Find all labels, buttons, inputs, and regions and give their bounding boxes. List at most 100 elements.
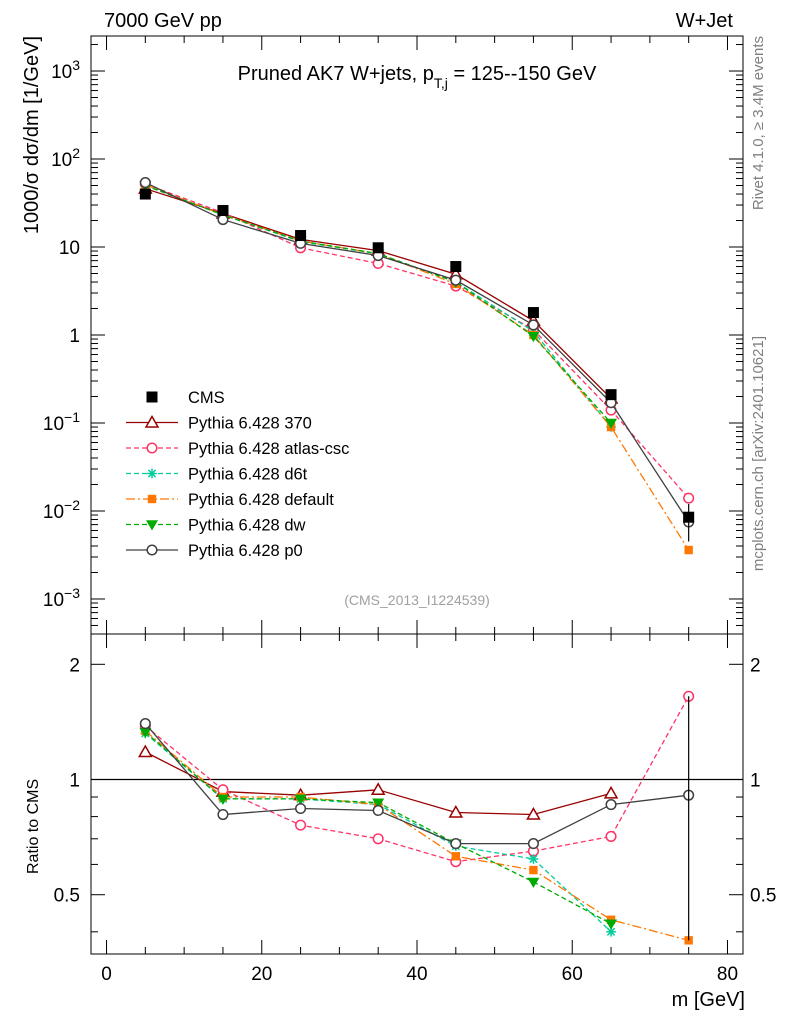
ratio-point: [529, 865, 538, 875]
ratio-point: [526, 807, 541, 820]
ratio-point: [294, 794, 307, 805]
legend-marker: [147, 468, 157, 479]
cms-point: [450, 261, 462, 273]
ratio-point: [372, 804, 384, 817]
ratio-point: [605, 830, 617, 842]
ratio-point: [217, 808, 229, 821]
ratio-point: [139, 727, 152, 739]
axis-ticks: 0 20 40 60 80 10−3 10−2 10−1 1 10 102 103 0.5 0.5 1 1 2 2: [43, 36, 776, 985]
series-point: [683, 492, 695, 504]
legend-entry: Pythia 6.428 p0: [126, 542, 303, 560]
header-right: W+Jet: [676, 10, 734, 32]
legend-label: Pythia 6.428 default: [188, 491, 334, 509]
legend-label: CMS: [188, 389, 225, 407]
header-left: 7000 GeV pp: [104, 10, 222, 32]
legend-entry: Pythia 6.428 d6t: [126, 466, 308, 484]
legend: CMS Pythia 6.428 370 Pythia 6.428 atlas-cs…: [126, 389, 349, 560]
ratio-point: [605, 799, 617, 811]
y-axis-label: 1000/σ dσ/dm [1/GeV]: [21, 36, 43, 234]
ratio-point: [527, 838, 539, 850]
ratio-line: [144, 731, 612, 925]
series-pythia-6-428-p0: [139, 177, 695, 850]
cms-point: [217, 204, 229, 216]
ratio-line: [144, 723, 689, 845]
analysis-id: (CMS_2013_I1224539): [344, 592, 490, 608]
legend-label: Pythia 6.428 p0: [188, 542, 303, 560]
ratio-point: [527, 877, 540, 888]
ratio-point: [295, 819, 307, 831]
legend-label: Pythia 6.428 d6t: [188, 466, 308, 484]
y-tick-label: 10−2: [43, 497, 80, 523]
plot-title-sub: T,j: [434, 75, 448, 91]
series-point: [605, 418, 618, 429]
legend-entry: CMS: [146, 389, 225, 407]
rivet-info: Rivet 4.1.0, ≥ 3.4M events: [750, 36, 767, 210]
legend-marker: [146, 391, 158, 403]
cms-point: [605, 389, 617, 401]
series-pythia-6-428-default: [141, 180, 693, 945]
y-tick-label: 10−3: [43, 585, 80, 611]
ratio-point: [451, 852, 461, 861]
legend-entry: Pythia 6.428 dw: [126, 517, 305, 535]
x-tick-label: 40: [406, 964, 427, 985]
ratio-point: [448, 804, 464, 818]
plot-title-main: Pruned AK7 W+jets, p: [238, 63, 434, 85]
y-tick-label: 10: [59, 238, 80, 259]
star-stroke: [606, 927, 616, 936]
y-tick-label: 10−1: [43, 409, 80, 435]
ratio-line: [144, 730, 689, 941]
y-tick-label: 102: [51, 145, 80, 171]
series-line: [145, 181, 690, 523]
series-cms: [139, 188, 695, 941]
series-point: [684, 545, 693, 555]
ratio-line: [144, 732, 612, 933]
ratio-line: [144, 695, 690, 863]
legend-label: Pythia 6.428 atlas-csc: [188, 440, 349, 458]
series-point: [527, 331, 540, 343]
series-point: [217, 214, 229, 226]
ratio-y-axis-label: Ratio to CMS: [25, 779, 42, 874]
x-tick-label: 20: [251, 964, 272, 985]
x-tick-label: 80: [717, 964, 738, 985]
series-line: [145, 184, 690, 551]
series-point: [139, 177, 151, 189]
star-stroke: [529, 854, 538, 864]
cms-point: [295, 230, 307, 242]
plot-title: Pruned AK7 W+jets, pT,j = 125--150 GeV: [238, 63, 597, 91]
ratio-point: [605, 919, 618, 930]
ratio-plot-frame: [90, 633, 744, 955]
series-point: [450, 274, 462, 286]
y-tick-label: 103: [51, 57, 80, 83]
cms-point: [372, 242, 384, 254]
ratio-tick-label-left: 0.5: [54, 886, 80, 907]
star-stroke: [147, 469, 157, 478]
ratio-point: [606, 927, 616, 937]
plot-title-tail: = 125--150 GeV: [448, 63, 597, 85]
legend-marker: [146, 544, 158, 556]
series-line: [145, 184, 612, 424]
ratio-point: [372, 798, 385, 809]
legend-entry: Pythia 6.428 370: [126, 415, 312, 433]
ratio-point: [450, 838, 462, 850]
legend-marker: [146, 520, 158, 531]
ratio-tick-label-right: 0.5: [750, 886, 776, 907]
legend-entry: Pythia 6.428 default: [126, 491, 334, 509]
cms-point: [527, 307, 539, 319]
legend-marker: [147, 494, 157, 504]
legend-entry: Pythia 6.428 atlas-csc: [126, 440, 349, 458]
x-tick-label: 0: [101, 964, 112, 985]
series-layer: [138, 177, 695, 945]
mcplots-info: mcplots.cern.ch [arXiv:2401.10621]: [750, 336, 767, 571]
legend-label: Pythia 6.428 dw: [188, 517, 305, 535]
legend-marker: [146, 442, 158, 454]
ratio-point: [372, 833, 384, 845]
x-axis-label: m [GeV]: [672, 989, 745, 1011]
x-tick-label: 60: [562, 964, 583, 985]
series-point: [527, 319, 539, 331]
ratio-point: [528, 854, 539, 864]
ratio-tick-label-left: 2: [69, 655, 80, 676]
ratio-tick-label-left: 1: [69, 771, 80, 792]
legend-label: Pythia 6.428 370: [188, 415, 312, 433]
legend-marker: [144, 414, 160, 428]
